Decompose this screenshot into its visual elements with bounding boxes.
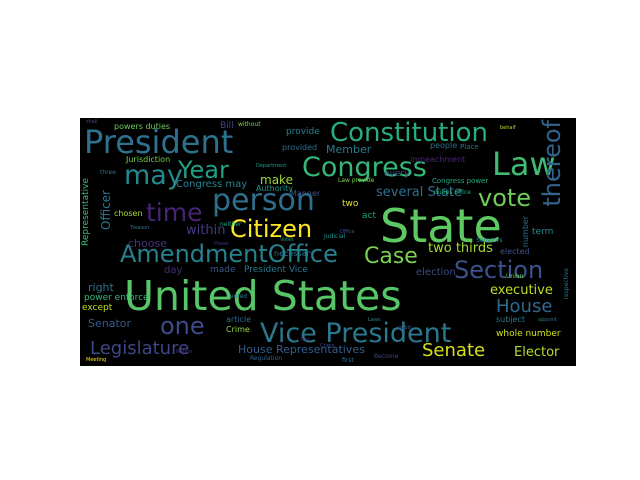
word: elected — [500, 247, 530, 256]
word: Jurisdiction — [126, 155, 171, 164]
word: Legislature — [90, 338, 190, 359]
word: Judicial — [324, 233, 346, 240]
word: Department — [256, 163, 287, 169]
word: subject — [496, 315, 525, 324]
word: Manner — [290, 189, 321, 198]
word: AmendmentOffice — [120, 240, 338, 268]
word: Citizen — [230, 215, 313, 243]
word: State — [380, 199, 502, 253]
word: House — [496, 296, 553, 317]
word: may — [124, 160, 183, 191]
word: appoint — [538, 317, 557, 323]
word: except — [82, 303, 113, 313]
word: respective — [563, 268, 570, 300]
word: Place — [460, 143, 479, 151]
word: Member — [326, 143, 372, 156]
word: Elector — [514, 345, 560, 360]
word: time — [146, 198, 203, 227]
word: House Representatives — [238, 343, 365, 356]
word: election — [416, 267, 456, 278]
word: United States — [124, 272, 402, 320]
word: powers duties — [114, 122, 171, 131]
word: whole number — [496, 329, 561, 339]
word: duties office — [434, 189, 471, 196]
word: executive — [490, 283, 553, 298]
word: neither — [220, 221, 242, 228]
word: within — [186, 223, 226, 238]
word: Treason — [130, 225, 150, 231]
word: Officer — [99, 190, 113, 230]
word: Law — [492, 145, 556, 183]
word-cloud: United States State President Constituti… — [80, 118, 576, 366]
word: Become — [374, 353, 399, 360]
word: article — [226, 315, 252, 324]
word: President — [84, 123, 234, 161]
word: three — [100, 169, 116, 176]
word: thereof — [538, 120, 566, 207]
word: Congress power — [432, 177, 489, 185]
word: right — [88, 281, 114, 294]
word: Laws — [368, 317, 381, 323]
word: two — [342, 199, 359, 209]
word: Votes — [280, 237, 294, 243]
word: Crime — [226, 325, 250, 334]
word: Congress may — [176, 179, 248, 190]
word: Section — [454, 256, 544, 284]
word: behalf — [500, 125, 516, 131]
word: Office — [340, 229, 355, 235]
word: Senators — [476, 237, 503, 244]
word: person — [212, 183, 315, 218]
word: provide — [286, 127, 320, 137]
word: Law provide — [338, 177, 375, 184]
word: day — [164, 265, 183, 276]
word: Representative — [81, 178, 91, 247]
word: Authority — [256, 184, 294, 193]
word: every — [384, 169, 410, 179]
word: impeachment — [410, 155, 466, 164]
word: President Vice — [244, 265, 308, 275]
word: Senator — [88, 317, 132, 330]
word: Congress — [302, 152, 427, 183]
word: provided — [282, 143, 318, 152]
word: term — [532, 227, 554, 237]
word: Power — [214, 241, 230, 247]
word: make — [260, 173, 293, 187]
word: Vice President — [260, 318, 452, 349]
word: Trial — [300, 337, 311, 343]
word: Constitution — [330, 118, 488, 148]
word: Case — [364, 244, 418, 269]
word: Meeting — [86, 357, 107, 363]
word: several State — [376, 185, 462, 200]
word: Union — [506, 273, 524, 280]
word: act — [362, 211, 376, 221]
word: Senate — [422, 340, 486, 361]
word: one — [160, 312, 205, 340]
word: people — [430, 141, 458, 150]
word: voted — [230, 293, 248, 300]
word: necessary — [274, 249, 315, 258]
word: Nation — [176, 349, 193, 355]
word: first — [342, 357, 354, 364]
word: power enforce — [84, 293, 149, 303]
word: chosen — [114, 209, 143, 218]
word: choose — [128, 237, 167, 250]
word: Bill — [220, 121, 234, 131]
word: two thirds — [428, 241, 493, 256]
word: Crime — [320, 343, 335, 349]
word: Year — [178, 156, 229, 184]
word: public — [398, 325, 414, 331]
word: vote — [478, 184, 532, 212]
word: Regulation — [250, 355, 283, 362]
word: number — [521, 216, 530, 248]
word: shall — [86, 119, 98, 125]
word: made — [210, 265, 236, 275]
word: without — [238, 121, 261, 128]
